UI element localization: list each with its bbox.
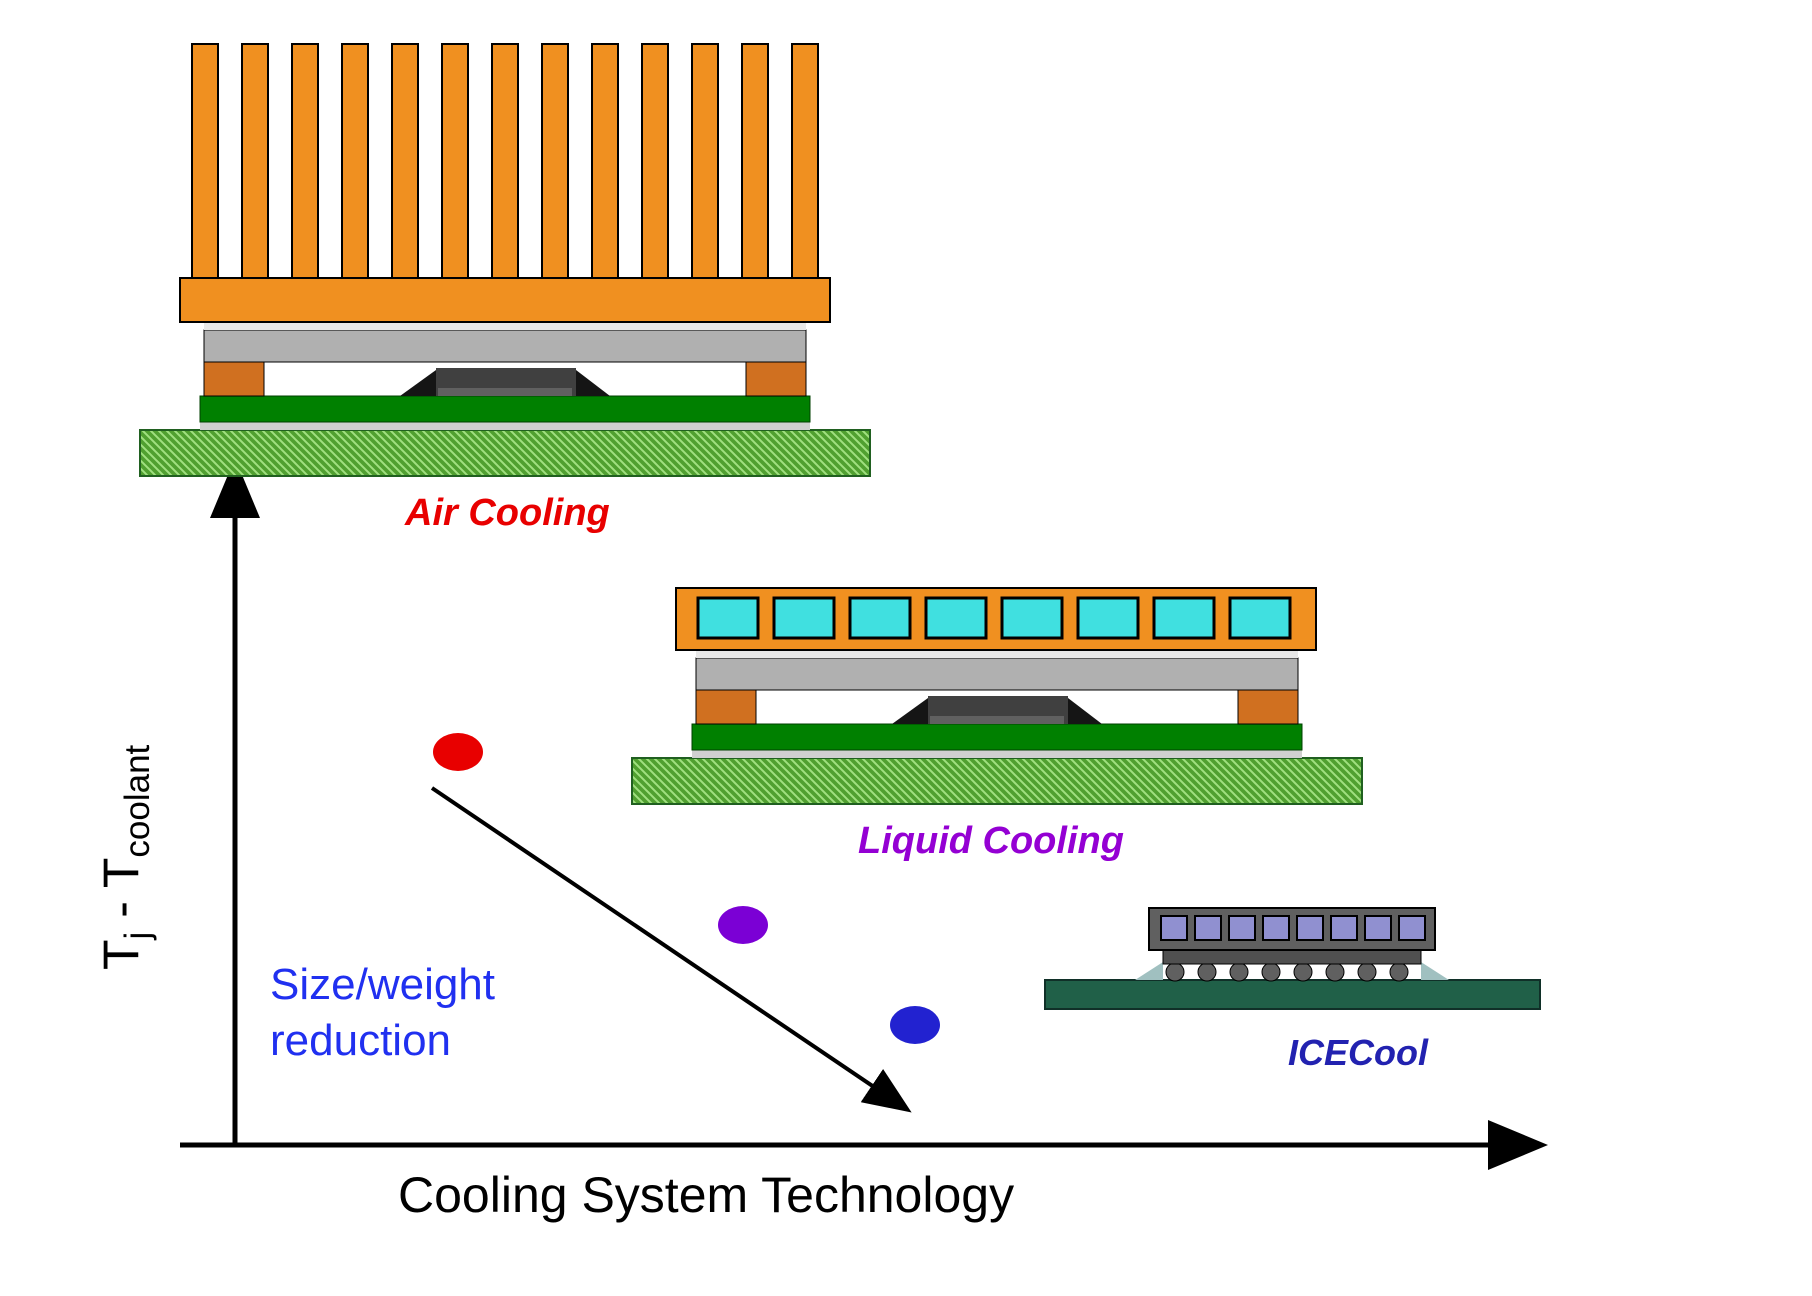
diagram-svg <box>20 20 1812 1296</box>
liquid-underfill-left <box>892 698 928 724</box>
liquid-pcb <box>632 758 1362 804</box>
air-cooling-point <box>433 733 483 771</box>
trend-arrow <box>432 788 905 1108</box>
icecool-assembly <box>1045 908 1540 1009</box>
air-cooling-assembly <box>140 44 870 476</box>
liquid-c4-bumps <box>930 716 1064 724</box>
liquid-cooling-assembly <box>632 588 1362 804</box>
air-lid <box>204 330 806 362</box>
air-spacer-left <box>204 362 264 396</box>
air-underfill-right <box>576 370 610 396</box>
air-heatsink-base <box>180 278 830 322</box>
air-spacer-right <box>746 362 806 396</box>
air-substrate <box>200 396 810 422</box>
cooling-technology-diagram: Air Cooling Liquid Cooling ICECool Size/… <box>20 20 1812 1296</box>
y-axis-tcoolant: Tcoolant <box>93 745 149 888</box>
liquid-underfill-right <box>1068 698 1102 724</box>
liquid-coldplate <box>676 588 1316 650</box>
icecool-substrate <box>1045 980 1540 1009</box>
trend-label-line2: reduction <box>270 1016 451 1066</box>
liquid-substrate <box>692 724 1302 750</box>
liquid-cooling-label: Liquid Cooling <box>858 820 1124 863</box>
liquid-cooling-point <box>718 906 768 944</box>
x-axis-label: Cooling System Technology <box>398 1166 1014 1224</box>
y-axis-tj: Tj <box>93 932 149 970</box>
air-cooling-label: Air Cooling <box>405 492 610 535</box>
trend-label-line1: Size/weight <box>270 960 495 1010</box>
icecool-point <box>890 1006 940 1044</box>
liquid-spacer-right <box>1238 690 1298 724</box>
y-axis-label: Tj - Tcoolant <box>92 745 158 970</box>
air-pcb <box>140 430 870 476</box>
air-heatsink-fins <box>192 44 818 278</box>
icecool-underfill-left <box>1135 962 1163 980</box>
y-axis-minus: - <box>93 888 149 918</box>
air-c4-bumps <box>438 388 572 396</box>
icecool-solder-balls <box>1166 963 1408 981</box>
liquid-lid <box>696 658 1298 690</box>
liquid-spacer-left <box>696 690 756 724</box>
icecool-underfill-right <box>1421 962 1449 980</box>
air-underfill-left <box>400 370 436 396</box>
icecool-label: ICECool <box>1288 1032 1428 1074</box>
icecool-coldplate <box>1149 908 1435 950</box>
